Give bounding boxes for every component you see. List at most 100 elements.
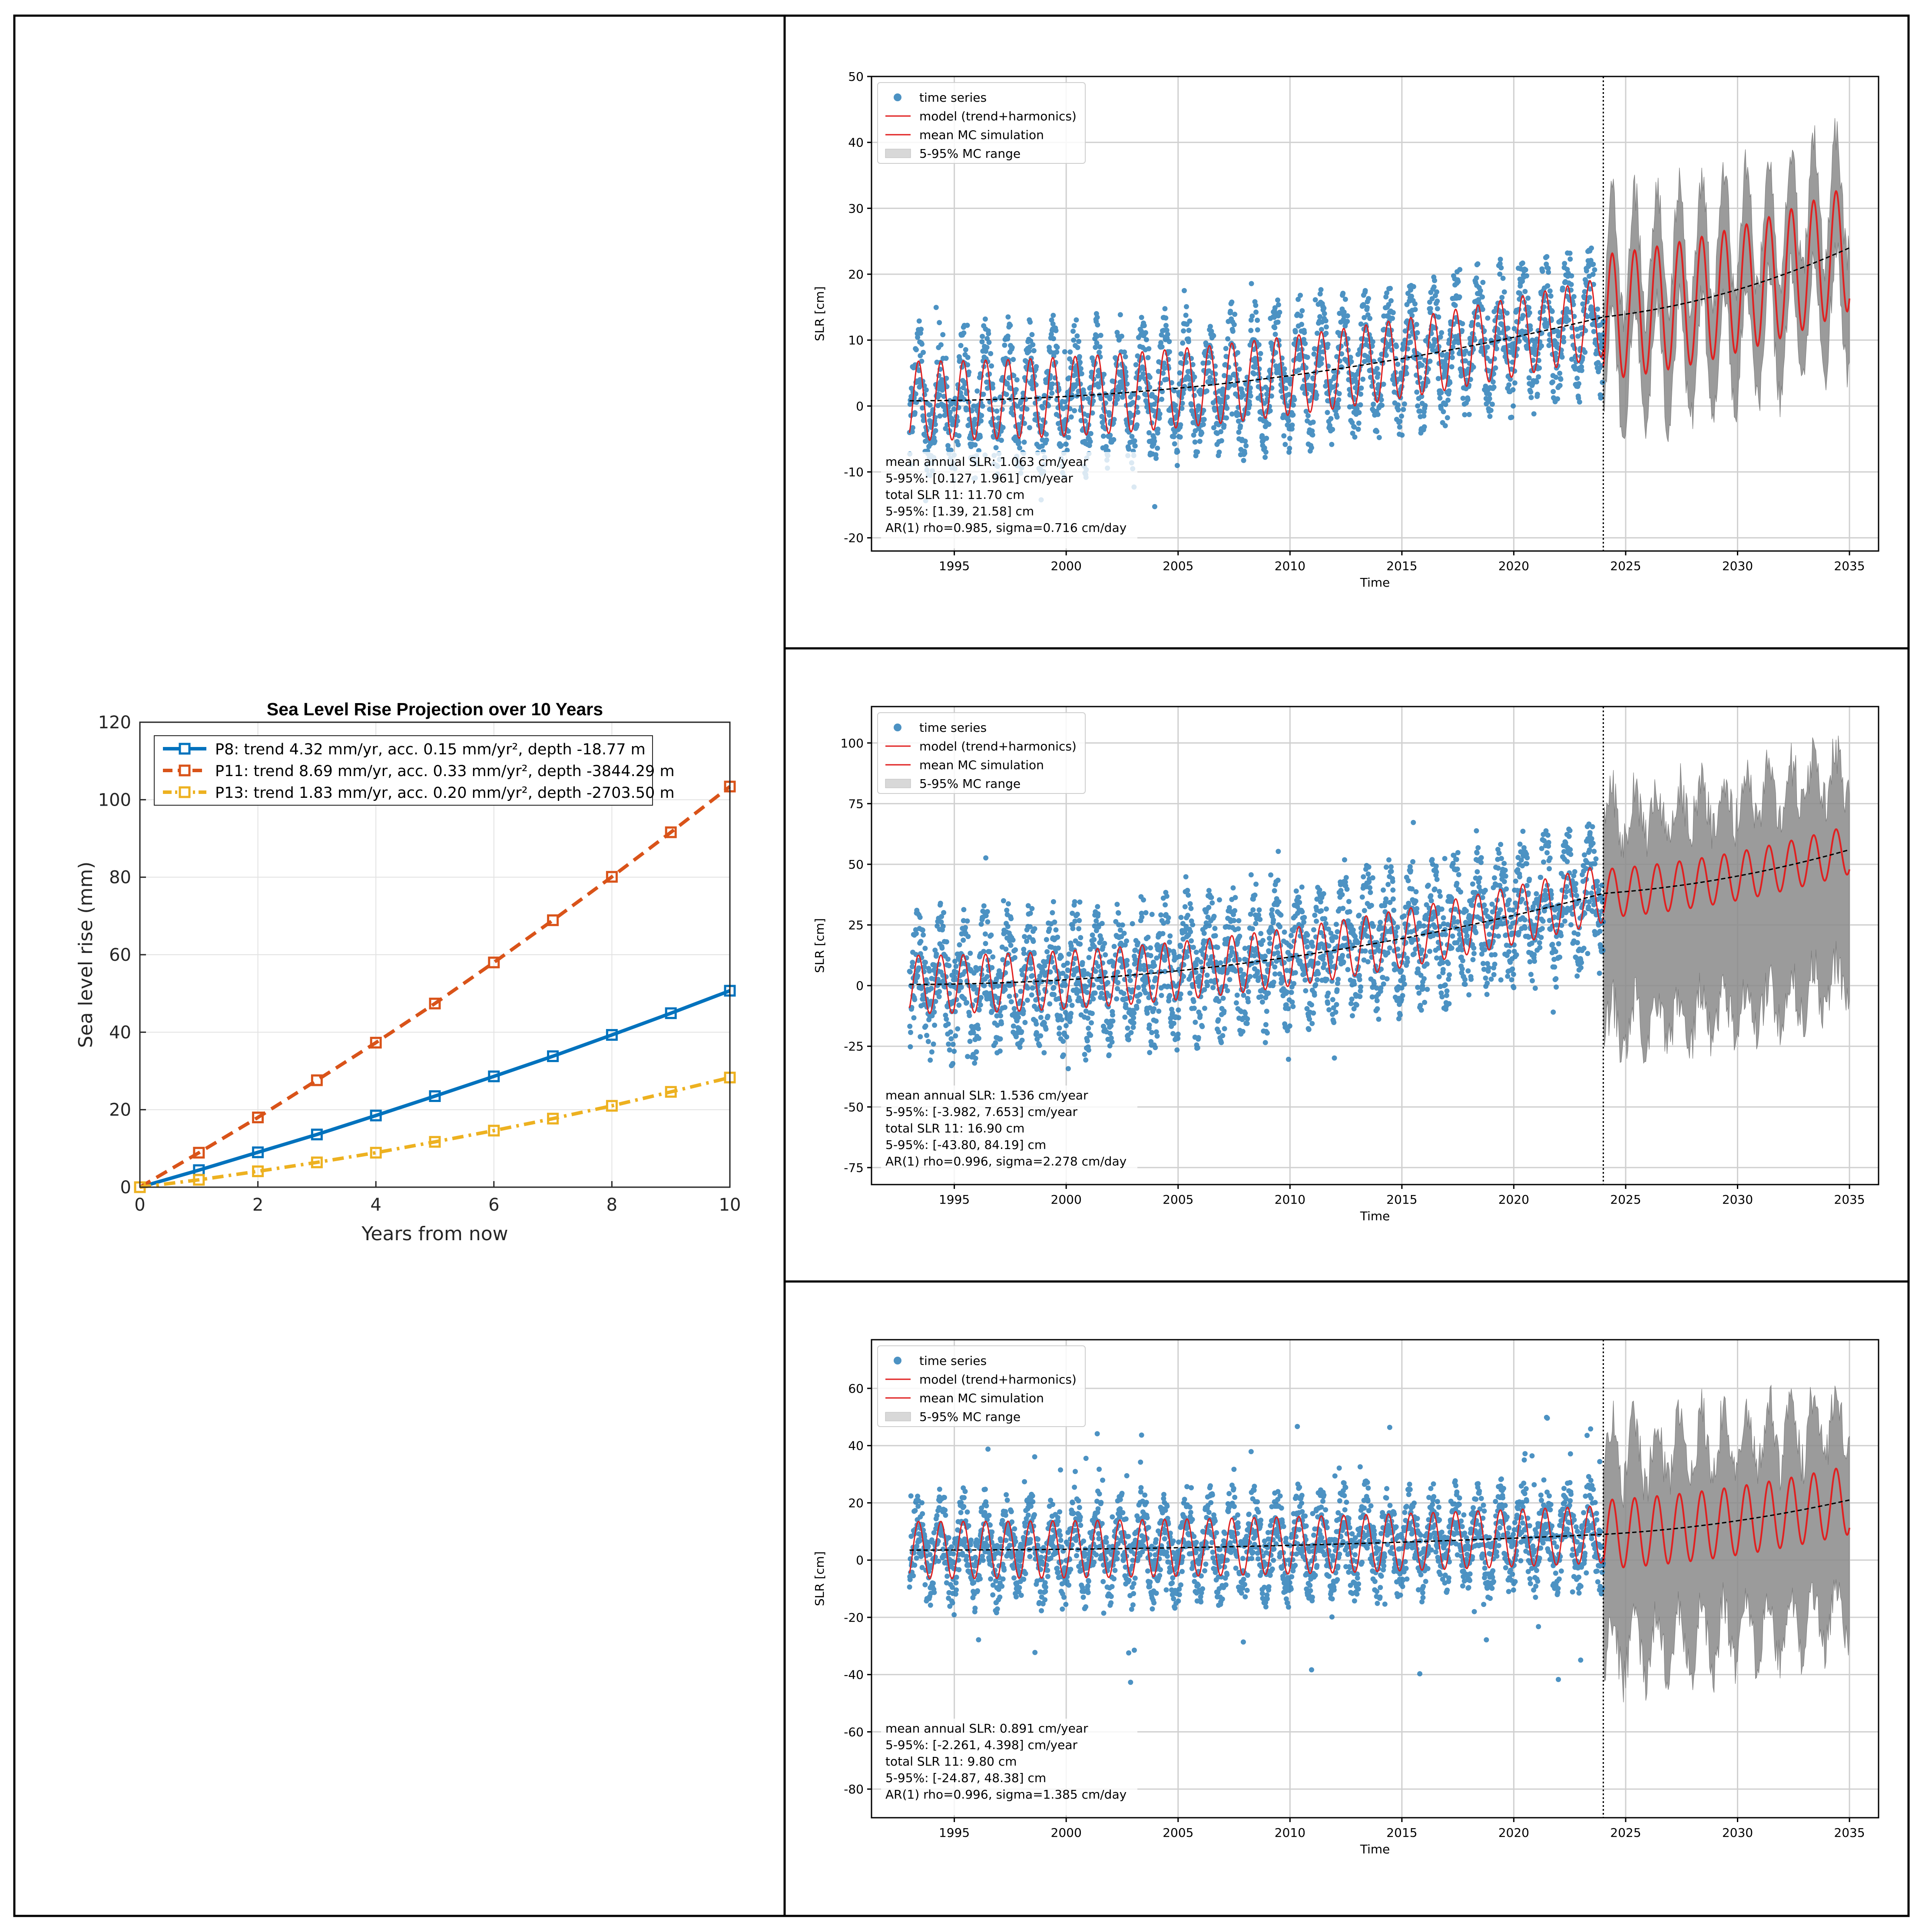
- legend-label: mean MC simulation: [919, 1391, 1044, 1405]
- x-tick-label: 2035: [1834, 1192, 1865, 1207]
- y-axis-label: Sea level rise (mm): [75, 862, 97, 1048]
- y-tick-label: 120: [98, 713, 131, 733]
- legend-marker-ts: [894, 93, 901, 101]
- x-tick-label: 2010: [1275, 1192, 1306, 1207]
- y-tick-label: 10: [848, 333, 864, 348]
- x-tick-label: 2015: [1386, 1192, 1417, 1207]
- stats-line: total SLR 11: 16.90 cm: [885, 1121, 1024, 1135]
- stats-line: total SLR 11: 9.80 cm: [885, 1754, 1017, 1769]
- legend-marker-p8: [179, 743, 191, 755]
- x-tick-label: 2010: [1275, 1826, 1306, 1840]
- x-tick-label: 2000: [1051, 559, 1082, 573]
- x-tick-label: 6: [488, 1195, 499, 1215]
- legend-box: [877, 82, 1086, 164]
- x-tick-label: 0: [134, 1195, 145, 1215]
- stats-line: mean annual SLR: 1.063 cm/year: [885, 455, 1088, 469]
- stats-line: 5-95%: [-2.261, 4.398] cm/year: [885, 1738, 1078, 1752]
- y-tick-label: 20: [848, 267, 864, 282]
- figure-frame: [13, 14, 1910, 1917]
- x-tick-label: 2005: [1163, 1826, 1193, 1840]
- legend-marker-ts: [894, 724, 901, 731]
- legend-marker-ts: [894, 1357, 901, 1364]
- legend-marker-p11: [179, 764, 191, 777]
- legend-box: [877, 712, 1086, 794]
- chart-title: Sea Level Rise Projection over 10 Years: [267, 699, 603, 719]
- y-tick-label: 60: [848, 1381, 864, 1396]
- y-tick-label: 20: [109, 1100, 131, 1120]
- y-tick-label: -80: [844, 1782, 864, 1796]
- legend-label-p13: P13: trend 1.83 mm/yr, acc. 0.20 mm/yr²,…: [215, 784, 675, 802]
- stats-line: 5-95%: [0.127, 1.961] cm/year: [885, 471, 1073, 485]
- trend-line: [909, 849, 1850, 985]
- legend-label: time series: [919, 1354, 987, 1368]
- x-tick-label: 2000: [1051, 1192, 1082, 1207]
- y-tick-label: 50: [848, 70, 864, 84]
- legend-label: model (trend+harmonics): [919, 109, 1077, 123]
- x-tick-label: 2035: [1834, 559, 1865, 573]
- data-point-p11: [547, 914, 559, 926]
- y-axis-label: SLR [cm]: [812, 1551, 827, 1606]
- data-point-p11: [488, 956, 500, 969]
- y-tick-label: -60: [844, 1725, 864, 1739]
- legend-box: [877, 1345, 1086, 1427]
- data-point-p11: [252, 1112, 264, 1123]
- stats-line: mean annual SLR: 1.536 cm/year: [885, 1088, 1088, 1102]
- stats-line: AR(1) rho=0.996, sigma=1.385 cm/day: [885, 1787, 1127, 1802]
- x-tick-label: 2005: [1163, 1192, 1193, 1207]
- y-tick-label: -25: [844, 1039, 864, 1054]
- data-point-p8: [547, 1050, 559, 1062]
- x-tick-label: 8: [606, 1195, 617, 1215]
- data-point-p11: [311, 1074, 323, 1086]
- y-tick-label: 0: [120, 1178, 131, 1198]
- data-point-p13: [606, 1100, 618, 1112]
- series-line-p8: [139, 989, 731, 1189]
- legend-label: model (trend+harmonics): [919, 739, 1077, 754]
- stats-background: [881, 1086, 1137, 1182]
- x-tick-label: 2015: [1386, 1826, 1417, 1840]
- data-point-p8: [488, 1070, 500, 1082]
- series-line-p13: [139, 1076, 730, 1189]
- x-tick-label: 2010: [1275, 559, 1306, 573]
- y-tick-label: 40: [109, 1022, 131, 1042]
- data-point-p11: [665, 826, 677, 838]
- x-tick-label: 2015: [1386, 559, 1417, 573]
- y-tick-label: 0: [856, 1553, 864, 1567]
- x-tick-label: 2025: [1610, 1826, 1641, 1840]
- data-point-p13: [252, 1165, 264, 1177]
- data-point-p13: [429, 1136, 441, 1148]
- y-tick-label: 40: [848, 1439, 864, 1453]
- y-tick-label: 50: [848, 857, 864, 872]
- x-tick-label: 10: [719, 1195, 741, 1215]
- stats-line: 5-95%: [-3.982, 7.653] cm/year: [885, 1105, 1078, 1119]
- stats-background: [881, 1719, 1137, 1815]
- x-tick-label: 2025: [1610, 1192, 1641, 1207]
- stats-line: total SLR 11: 11.70 cm: [885, 488, 1024, 502]
- y-tick-label: 100: [841, 736, 864, 750]
- legend-box: [154, 735, 653, 806]
- y-tick-label: -75: [844, 1161, 864, 1175]
- data-point-p13: [193, 1174, 205, 1186]
- stats-line: mean annual SLR: 0.891 cm/year: [885, 1721, 1088, 1736]
- legend-label: 5-95% MC range: [919, 1410, 1021, 1424]
- legend-label-p11: P11: trend 8.69 mm/yr, acc. 0.33 mm/yr²,…: [215, 763, 675, 780]
- series-line-p11: [139, 785, 731, 1189]
- y-axis-label: SLR [cm]: [812, 918, 827, 973]
- legend-label: time series: [919, 90, 987, 105]
- mean-mc-line: [1602, 828, 1850, 917]
- x-tick-label: 1995: [939, 559, 970, 573]
- stats-line: AR(1) rho=0.985, sigma=0.716 cm/day: [885, 521, 1127, 535]
- y-tick-label: 0: [856, 979, 864, 993]
- time-series-points: [907, 246, 1606, 509]
- x-tick-label: 2: [252, 1195, 263, 1215]
- y-tick-label: 100: [98, 790, 131, 810]
- data-point-p11: [606, 871, 618, 883]
- legend-label-p8: P8: trend 4.32 mm/yr, acc. 0.15 mm/yr², …: [215, 741, 646, 758]
- data-point-p13: [488, 1125, 500, 1137]
- y-tick-label: 75: [848, 797, 864, 811]
- x-tick-label: 2030: [1722, 1192, 1753, 1207]
- data-point-p8: [606, 1029, 618, 1041]
- axes-box: [871, 706, 1879, 1185]
- y-tick-label: -20: [844, 531, 864, 545]
